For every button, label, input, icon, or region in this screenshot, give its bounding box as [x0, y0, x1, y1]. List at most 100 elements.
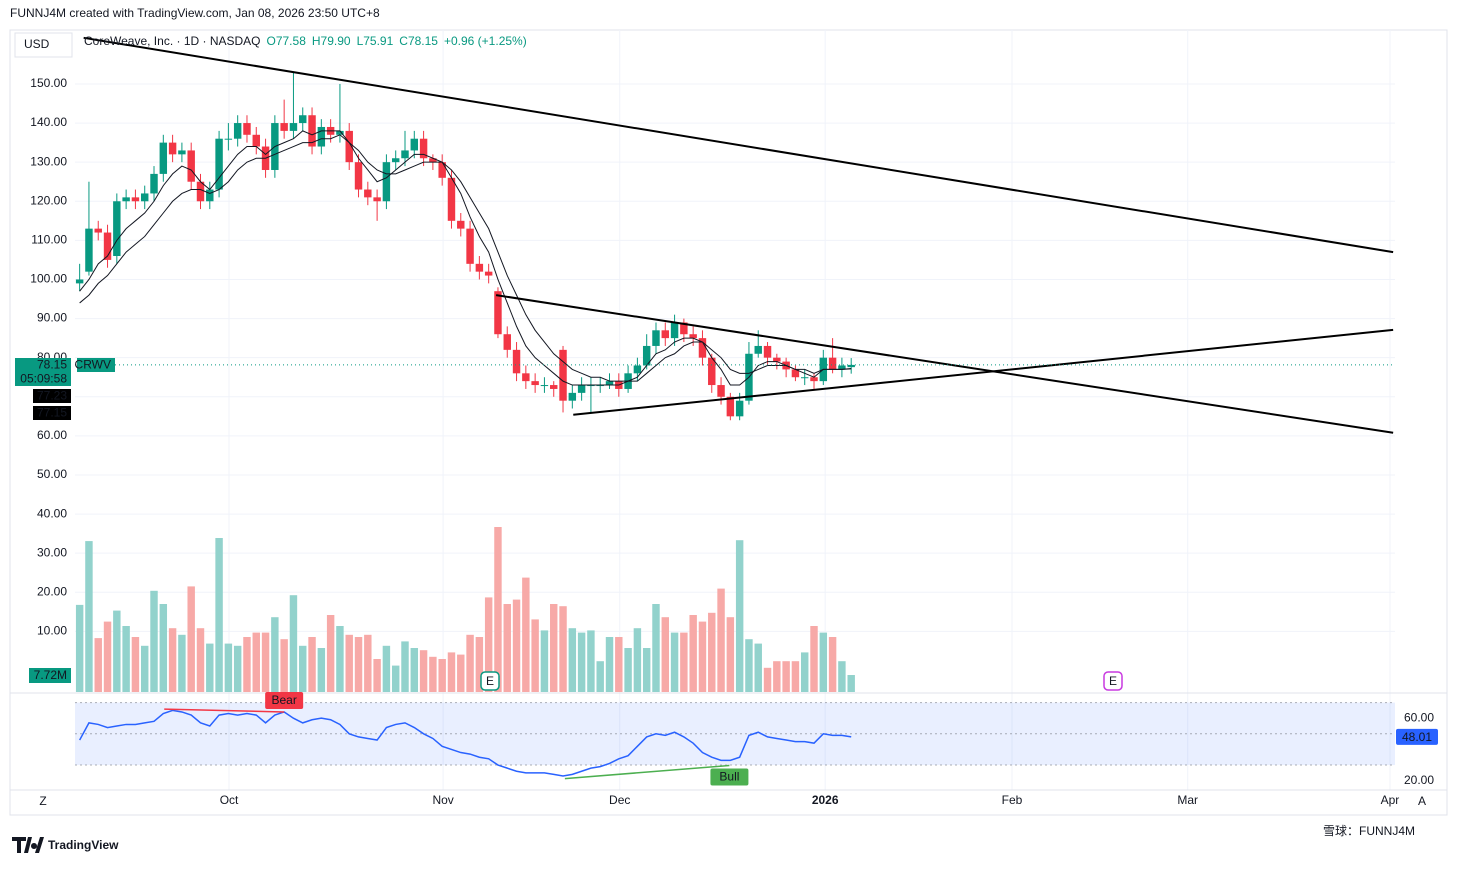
candle-body: [373, 197, 381, 202]
candle-body: [243, 123, 251, 135]
legend-item: +0.96 (+1.25%): [444, 34, 527, 48]
x-tick-label: Nov: [432, 793, 453, 807]
volume-bar: [735, 540, 744, 692]
volume-bar: [401, 641, 409, 692]
volume-bar: [103, 621, 112, 692]
y-tick-label: 130.00: [30, 154, 67, 168]
candle-body: [605, 381, 614, 386]
volume-bar: [577, 632, 586, 692]
candle-body: [196, 181, 205, 202]
volume-bar: [717, 588, 725, 692]
candle-body: [466, 228, 474, 264]
volume-bar: [354, 637, 363, 692]
volume-bar: [447, 652, 456, 692]
candle-body: [642, 345, 651, 366]
watermark: 雪球：FUNNJ4M: [1323, 824, 1415, 838]
brand-logo: [12, 837, 44, 853]
volume-bar: [550, 604, 558, 692]
candle-body: [801, 377, 809, 379]
volume-bar: [178, 634, 186, 692]
currency-box[interactable]: [14, 32, 73, 58]
legend-item: O77.58: [267, 34, 307, 48]
ma-slow-tag-label: 77.15: [37, 406, 67, 420]
divergence-tag: [265, 691, 304, 709]
candle-body: [447, 177, 456, 221]
volume-bar: [838, 661, 846, 692]
candle-body: [735, 400, 744, 417]
candle-body: [382, 162, 391, 202]
volume-bar: [326, 615, 335, 692]
volume-bar: [168, 628, 177, 692]
x-tick-label: Dec: [609, 793, 630, 807]
y-tick-label: 20.00: [37, 584, 67, 598]
volume-bar: [150, 590, 158, 692]
volume-bar: [224, 643, 233, 692]
volume-bar: [336, 626, 344, 692]
axis-button[interactable]: [1414, 793, 1430, 809]
volume-bar: [187, 586, 195, 692]
volume-bar: [280, 639, 288, 692]
symbol-tag-label: CRWV: [75, 358, 111, 372]
volume-bar: [559, 606, 567, 692]
rsi-line: [78, 709, 852, 777]
countdown-tag-label: 05:09:58: [20, 372, 67, 386]
axis-button-label: Z: [39, 794, 46, 808]
candle-body: [289, 123, 298, 131]
volume-tag-label: 7.72M: [34, 668, 67, 682]
legend: CoreWeave, Inc. · 1D · NASDAQ O77.58 H79.9…: [84, 34, 527, 48]
candle-body: [484, 271, 493, 276]
volume-bar: [652, 604, 660, 692]
volume-bar: [438, 659, 446, 692]
candle-body: [410, 138, 419, 151]
candle-body: [661, 330, 669, 339]
earnings-icon[interactable]: [480, 671, 500, 691]
volume-bar: [568, 628, 577, 692]
caption: FUNNJ4M created with TradingView.com, Ja…: [10, 6, 380, 20]
y-tick-label: 150.00: [30, 76, 67, 90]
candle-body: [838, 365, 846, 370]
volume-bar: [680, 632, 688, 692]
volume-bar: [289, 595, 298, 692]
rsi-tick-label: 20.00: [1404, 773, 1434, 787]
candle-body: [252, 134, 260, 147]
y-tick-label: 10.00: [37, 624, 67, 638]
volume-bar: [75, 604, 84, 692]
legend-item: CoreWeave, Inc. · 1D · NASDAQ: [84, 34, 261, 48]
candle-body: [754, 345, 762, 354]
candle-body: [726, 396, 735, 417]
price-tag-label: 78.15: [37, 358, 67, 372]
volume-bar: [410, 648, 419, 692]
volume-bar: [243, 637, 251, 692]
volume-bar: [299, 645, 307, 692]
x-tick-label: 2026: [812, 793, 839, 807]
volume-bar: [754, 643, 762, 692]
volume-bar: [233, 645, 242, 692]
volume-bar: [522, 577, 530, 692]
earnings-icon[interactable]: [1103, 671, 1123, 691]
volume-bar: [382, 645, 391, 692]
candle-body: [187, 150, 195, 182]
candle-body: [540, 385, 549, 387]
candle-body: [354, 162, 363, 190]
volume-bar: [466, 634, 474, 692]
candle-body: [401, 150, 409, 159]
x-tick-label: Oct: [220, 793, 239, 807]
y-tick-label: 140.00: [30, 115, 67, 129]
candle-body: [159, 142, 168, 174]
trendline: [495, 294, 1394, 434]
axis-button[interactable]: [35, 793, 51, 809]
brand: TradingView: [48, 838, 119, 852]
candle-body: [457, 220, 465, 229]
x-tick-label: Feb: [1002, 793, 1023, 807]
candle-body: [633, 365, 642, 374]
volume-bar: [615, 637, 623, 692]
volume-bar: [689, 615, 697, 692]
candle-body: [512, 349, 521, 374]
volume-bar: [122, 626, 130, 692]
ma-slow-tag: [33, 406, 71, 420]
volume-bar: [847, 675, 855, 692]
volume-bar: [670, 632, 679, 692]
volume-bar: [113, 610, 121, 692]
candle-body: [828, 357, 837, 370]
candle-body: [522, 373, 530, 382]
